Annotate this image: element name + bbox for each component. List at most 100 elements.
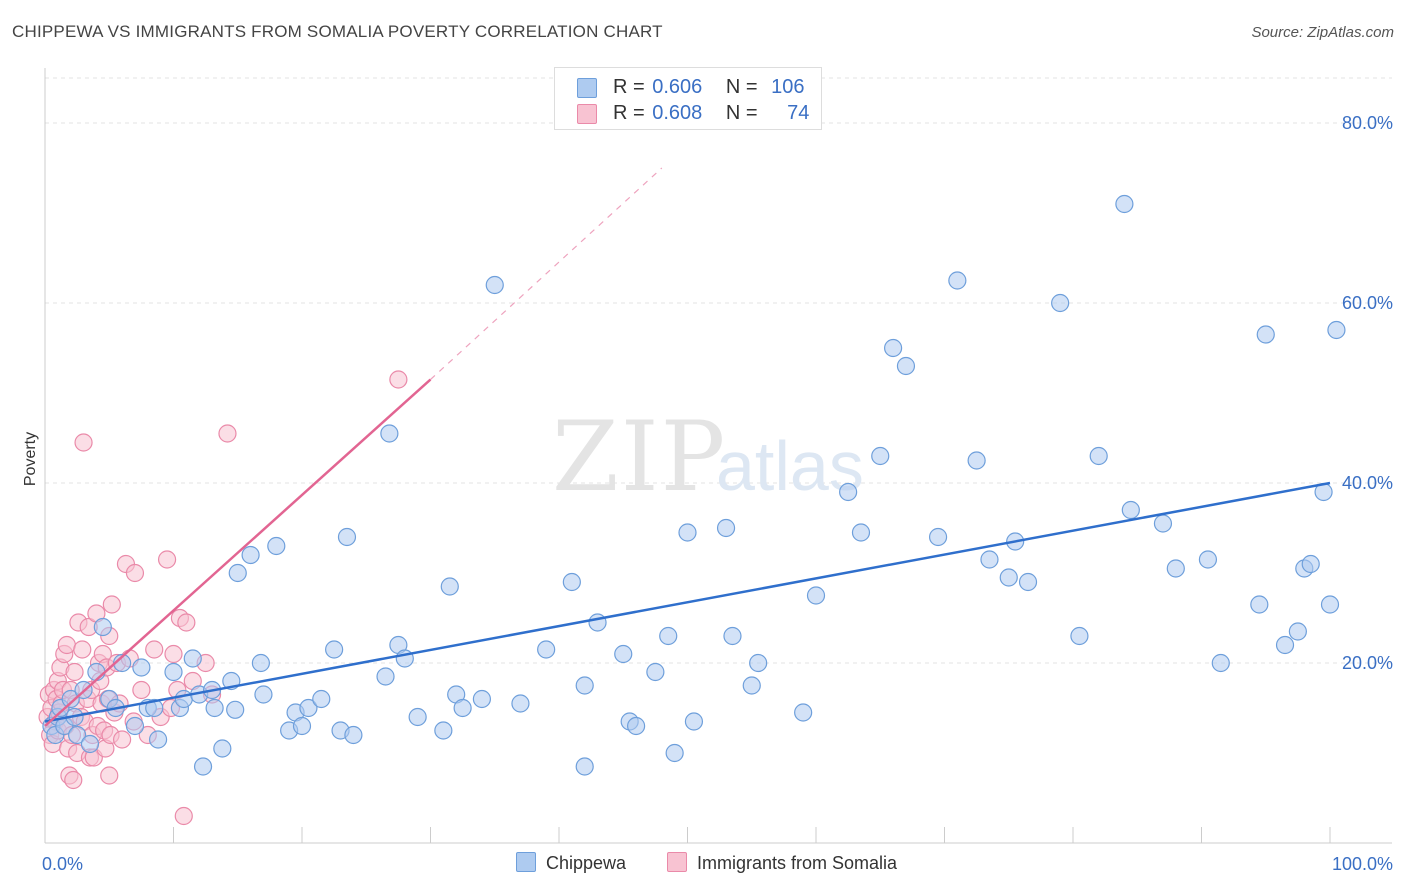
chippewa-point [453, 698, 472, 718]
somalia-trend-extension [430, 167, 663, 380]
y-axis-label: Poverty [22, 431, 39, 487]
chippewa-point [948, 271, 967, 290]
legend-label-chippewa: Chippewa [546, 853, 627, 873]
chippewa-point [68, 725, 87, 745]
chippewa-point [164, 662, 183, 682]
chippewa-point [1051, 293, 1070, 313]
y-tick-label: 20.0% [1342, 653, 1393, 673]
x-tick-label-end: 100.0% [1332, 854, 1393, 874]
chippewa-point [1089, 446, 1108, 466]
chippewa-point [299, 698, 318, 718]
chippewa-point [174, 689, 193, 709]
chippewa-point [440, 577, 459, 596]
chippewa-point [1070, 626, 1089, 646]
chippewa-point [839, 482, 858, 502]
chippewa-trend-line [44, 481, 1331, 723]
r-value-somalia: 0.608 [652, 102, 703, 124]
chippewa-point [145, 698, 164, 718]
somalia-point [164, 644, 183, 664]
chippewa-point [626, 716, 646, 736]
chippewa-point [344, 725, 363, 745]
legend-row-chippewa: R = 0.606 N = 106 [577, 76, 805, 102]
chippewa-point [883, 338, 903, 358]
chippewa-point [132, 658, 151, 677]
chippewa-point [1275, 635, 1295, 655]
chippewa-point [312, 689, 331, 709]
chippewa-point [485, 275, 504, 295]
chippewa-point [325, 640, 344, 659]
chippewa-point [999, 568, 1018, 587]
n-label: N = [725, 76, 758, 98]
legend-label-somalia: Immigrants from Somalia [697, 853, 898, 873]
chippewa-point [380, 424, 399, 443]
chippewa-point [213, 739, 232, 758]
chippewa-point [1327, 320, 1346, 340]
chippewa-point [1288, 622, 1307, 641]
chippewa-point [537, 640, 556, 659]
chippewa-point [87, 662, 106, 682]
n-label: N = [725, 102, 758, 124]
n-value-somalia: 74 [787, 102, 810, 124]
tick-labels: 20.0% 40.0% 60.0% 80.0% 0.0% 100.0% [42, 113, 1393, 874]
somalia-point [174, 806, 193, 826]
chippewa-point [896, 356, 916, 376]
somalia-point [125, 563, 145, 583]
chippewa-point [1166, 559, 1185, 578]
chippewa-point [851, 523, 871, 542]
chippewa-point [226, 700, 245, 719]
chippewa-point [1121, 500, 1140, 520]
chippewa-point [1018, 572, 1038, 592]
chippewa-point [408, 707, 427, 727]
chippewa-point [646, 662, 665, 682]
somalia-point [145, 640, 164, 659]
chippewa-swatch [577, 77, 597, 98]
chippewa-point [967, 451, 986, 470]
chippewa-point [871, 446, 890, 466]
chippewa-point [1153, 514, 1173, 533]
chippewa-point [292, 716, 312, 736]
chippewa-point [61, 689, 80, 709]
r-value-chippewa: 0.606 [652, 76, 703, 98]
legend-item-chippewa[interactable]: Chippewa [516, 852, 626, 874]
legend-item-somalia[interactable]: Immigrants from Somalia [667, 852, 897, 874]
chippewa-point [93, 617, 112, 637]
chippewa-point [1256, 325, 1275, 344]
chippewa-point [723, 626, 742, 646]
somalia-swatch [667, 852, 687, 872]
n-value-chippewa: 106 [771, 76, 805, 98]
somalia-point [100, 766, 119, 785]
chippewa-point [183, 649, 202, 668]
somalia-point [65, 662, 84, 682]
chippewa-point [125, 716, 145, 736]
chippewa-point [148, 730, 168, 749]
chippewa-point [1211, 653, 1230, 673]
somalia-point [132, 680, 151, 700]
somalia-point [102, 595, 121, 614]
chippewa-point [1320, 595, 1340, 614]
r-label: R = [613, 102, 645, 124]
chippewa-point [193, 757, 213, 776]
chippewa-point [251, 653, 270, 673]
y-axis-title: Poverty [16, 430, 40, 490]
chippewa-swatch [516, 852, 536, 872]
chippewa-point [337, 527, 357, 547]
chippewa-point [806, 586, 826, 605]
somalia-point [112, 730, 132, 749]
somalia-point [64, 770, 83, 790]
chippewa-point [267, 536, 286, 556]
chippewa-point [716, 518, 736, 538]
legend-row-somalia: R = 0.608 N = 74 [577, 102, 809, 128]
somalia-point [157, 550, 177, 569]
chippewa-point [614, 644, 633, 664]
watermark: ZIP atlas [552, 401, 864, 513]
chippewa-point [1115, 194, 1134, 214]
chippewa-point [1250, 595, 1269, 614]
chippewa-point [575, 757, 594, 776]
chippewa-point [434, 721, 453, 740]
chippewa-point [575, 676, 594, 695]
chippewa-point [928, 527, 948, 547]
chippewa-point [980, 550, 999, 569]
chippewa-point [376, 667, 395, 686]
chippewa-point [588, 613, 607, 632]
watermark-zip: ZIP [552, 401, 727, 513]
